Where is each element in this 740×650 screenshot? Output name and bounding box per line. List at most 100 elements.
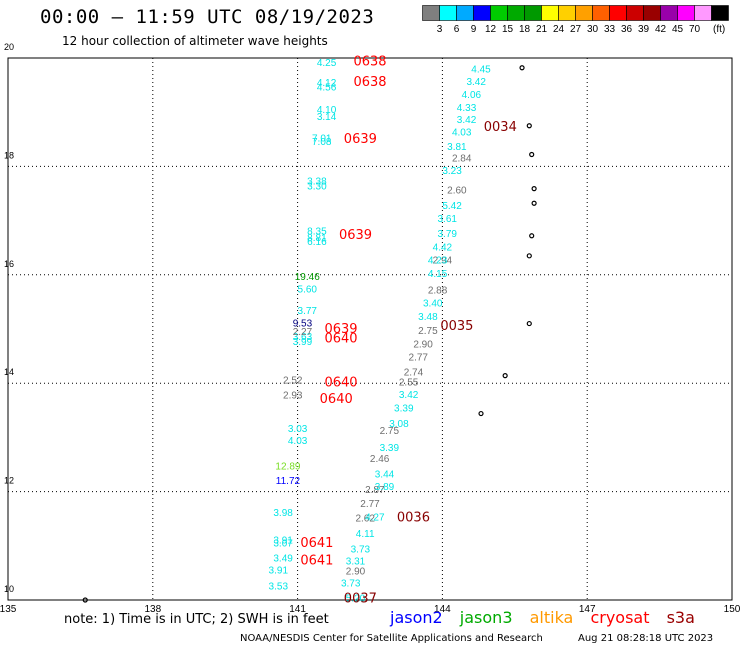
pass-time-label: 0639 bbox=[339, 228, 372, 243]
wave-height-value: 2.77 bbox=[360, 499, 380, 510]
wave-height-value: 2.90 bbox=[413, 340, 433, 351]
pass-time-label: 0034 bbox=[484, 120, 517, 135]
wave-height-value: 3.42 bbox=[457, 115, 477, 126]
island-outline bbox=[529, 233, 535, 239]
x-tick-label: 147 bbox=[579, 604, 596, 615]
wave-height-value: 3.61 bbox=[437, 214, 457, 225]
wave-height-value: 5.60 bbox=[298, 284, 318, 295]
pass-time-label: 0035 bbox=[440, 319, 473, 334]
wave-height-value: 4.33 bbox=[457, 103, 477, 114]
wave-height-value: 4.03 bbox=[452, 128, 472, 139]
legend-swatch bbox=[711, 5, 729, 21]
legend-tick-label: 15 bbox=[502, 24, 514, 35]
y-tick-label: 12 bbox=[4, 476, 14, 486]
legend-tick-label: 24 bbox=[553, 24, 565, 35]
wave-height-value: 3.53 bbox=[269, 581, 289, 592]
legend-tick-label: 21 bbox=[536, 24, 548, 35]
pass-time-label: 0640 bbox=[324, 376, 357, 391]
island-outline bbox=[526, 253, 532, 259]
wave-height-value: 2.74 bbox=[404, 367, 424, 378]
wave-height-value: 3.23 bbox=[442, 166, 462, 177]
pass-time-label: 0640 bbox=[320, 392, 353, 407]
wave-height-value: 8.35 bbox=[307, 226, 327, 237]
wave-height-value: 3.42 bbox=[399, 390, 419, 401]
legend-tick-label: 33 bbox=[604, 24, 616, 35]
satellite-jason3: jason3 bbox=[459, 608, 513, 627]
wave-height-value: 3.30 bbox=[307, 181, 327, 192]
legend-tick-label: 27 bbox=[570, 24, 582, 35]
pass-time-label: 0639 bbox=[324, 322, 357, 337]
wave-height-value: 3.89 bbox=[375, 482, 395, 493]
wave-height-value: 4.03 bbox=[288, 436, 308, 447]
y-tick-label: 10 bbox=[4, 584, 14, 594]
wave-height-value: 2.94 bbox=[433, 256, 453, 267]
wave-height-value: 2.90 bbox=[346, 567, 366, 578]
wave-height-value: 4.23 bbox=[428, 256, 448, 267]
credit-text: NOAA/NESDIS Center for Satellite Applica… bbox=[240, 633, 543, 644]
island-outline bbox=[82, 597, 88, 603]
wave-height-value: 12.89 bbox=[275, 462, 300, 473]
wave-height-value: 2.55 bbox=[399, 378, 419, 389]
legend-tick-label: 45 bbox=[672, 24, 684, 35]
timestamp-text: Aug 21 08:28:18 UTC 2023 bbox=[578, 633, 714, 644]
satellite-legend: jason2 jason3 altika cryosat s3a bbox=[390, 608, 707, 627]
chart-title: 00:00 – 11:59 UTC 08/19/2023 bbox=[40, 6, 375, 28]
pass-time-label: 0641 bbox=[300, 536, 333, 551]
footer-note: note: 1) Time is in UTC; 2) SWH is in fe… bbox=[64, 612, 329, 627]
pass-time-label: 0638 bbox=[353, 75, 386, 90]
wave-height-value: 4.56 bbox=[317, 83, 337, 94]
legend-tick-label: 18 bbox=[519, 24, 531, 35]
y-tick-label: 20 bbox=[4, 42, 14, 52]
wave-height-value: 2.88 bbox=[428, 285, 448, 296]
wave-height-value: 4.11 bbox=[356, 529, 375, 540]
x-tick-label: 150 bbox=[724, 604, 740, 615]
satellite-jason2: jason2 bbox=[390, 608, 443, 627]
wave-height-value: 3.14 bbox=[317, 112, 337, 123]
island-outline bbox=[526, 123, 532, 129]
wave-height-value: 3.63 bbox=[293, 332, 313, 343]
legend-tick-label: 70 bbox=[689, 24, 701, 35]
wave-height-value: 5.20 bbox=[346, 593, 366, 604]
wave-height-value: 7.01 bbox=[312, 134, 332, 145]
wave-height-value: 3.07 bbox=[273, 539, 293, 550]
y-tick-label: 16 bbox=[4, 259, 14, 269]
wave-height-value: 6.16 bbox=[307, 237, 327, 248]
wave-height-value: 4.27 bbox=[365, 513, 385, 524]
wave-height-value: 8.81 bbox=[307, 233, 327, 244]
pass-time-label: 0036 bbox=[397, 511, 430, 526]
wave-height-value: 3.31 bbox=[346, 556, 366, 567]
plot-frame bbox=[7, 57, 733, 601]
color-scale-legend: 3 6 9 12 15 18 21 24 27 30 33 36 39 42 45 70 (ft) bbox=[422, 5, 729, 35]
wave-height-value: 3.08 bbox=[389, 419, 409, 430]
satellite-altika: altika bbox=[529, 608, 574, 627]
x-tick-label: 144 bbox=[434, 604, 451, 615]
legend-tick-label: 9 bbox=[471, 24, 477, 35]
legend-tick-label: 30 bbox=[587, 24, 599, 35]
chart-subtitle: 12 hour collection of altimeter wave hei… bbox=[62, 34, 328, 48]
wave-height-value: 3.98 bbox=[273, 508, 293, 519]
x-tick-label: 138 bbox=[144, 604, 161, 615]
island-outline bbox=[526, 320, 532, 327]
wave-height-value: 4.10 bbox=[317, 105, 337, 116]
wave-height-value: 3.91 bbox=[269, 566, 289, 577]
legend-tick-label: 36 bbox=[621, 24, 633, 35]
legend-unit: (ft) bbox=[713, 24, 725, 35]
wave-height-value: 3.39 bbox=[380, 443, 400, 454]
wave-height-value: 3.40 bbox=[423, 298, 443, 309]
island-outline bbox=[478, 410, 484, 417]
wave-height-value: 3.77 bbox=[298, 306, 318, 317]
wave-height-value: 2.46 bbox=[370, 454, 390, 465]
legend-tick-label: 42 bbox=[655, 24, 667, 35]
wave-height-value: 11.72 bbox=[276, 476, 301, 487]
island-outline bbox=[529, 151, 535, 158]
wave-height-value: 2.60 bbox=[447, 186, 467, 197]
wave-height-value: 3.39 bbox=[394, 404, 414, 415]
wave-height-value: 2.27 bbox=[293, 327, 313, 338]
wave-height-value: 3.42 bbox=[466, 77, 486, 88]
wave-height-value: 4.42 bbox=[433, 243, 453, 254]
island-outline bbox=[531, 186, 537, 192]
x-tick-label: 141 bbox=[289, 604, 306, 615]
wave-height-value: 3.44 bbox=[375, 470, 395, 481]
wave-height-value: 7.08 bbox=[312, 137, 332, 148]
pass-time-label: 0638 bbox=[353, 55, 386, 70]
